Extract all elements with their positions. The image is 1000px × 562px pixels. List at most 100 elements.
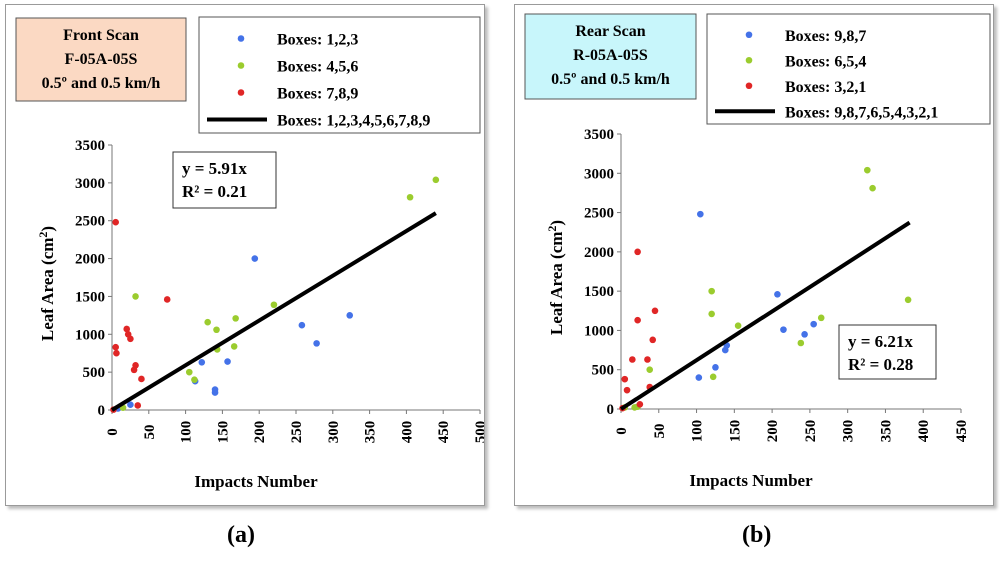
equation-text: y = 6.21x <box>848 332 913 351</box>
y-tick-label: 1500 <box>75 289 105 305</box>
y-tick-label: 500 <box>592 363 615 379</box>
data-point-red <box>649 336 657 344</box>
chart-title-background <box>15 17 187 102</box>
x-tick-label: 50 <box>652 424 668 439</box>
chart-panel-rear-scan: Rear Scan R-05A-05S 0.5º and 0.5 km/h Boxes… <box>514 4 994 506</box>
data-point-red <box>112 343 119 351</box>
data-point-blue <box>801 331 808 338</box>
data-point-green <box>734 322 742 330</box>
data-point-green <box>797 339 805 347</box>
legend-marker-blue <box>745 31 753 39</box>
x-tick-label: 150 <box>727 420 743 443</box>
y-tick-label: 1500 <box>584 284 614 300</box>
data-point-green <box>406 193 414 201</box>
chart-title-line: 0.5º and 0.5 km/h <box>42 75 161 92</box>
data-point-blue <box>251 255 259 262</box>
y-axis-label-end: ) <box>547 220 566 226</box>
data-point-red <box>132 362 139 369</box>
x-tick-label: 100 <box>690 420 706 443</box>
data-point-red <box>634 316 641 324</box>
legend-label: Boxes: 9,8,7,6,5,4,3,2,1 <box>785 104 938 121</box>
data-point-green <box>708 287 715 295</box>
legend-label: Boxes: 4,5,6 <box>277 59 358 76</box>
x-tick-label: 350 <box>878 420 894 443</box>
x-tick-label: 300 <box>841 420 857 443</box>
legend-label: Boxes: 1,2,3 <box>277 32 358 49</box>
data-point-red <box>123 325 131 333</box>
legend-marker-blue <box>237 35 245 42</box>
chart-title-line: 0.5º and 0.5 km/h <box>551 71 670 88</box>
legend-frame <box>706 13 991 125</box>
legend-marker-red <box>745 82 753 90</box>
legend-label: Boxes: 9,8,7 <box>785 28 866 45</box>
trendline <box>619 220 911 411</box>
chart-title-line: R-05A-05S <box>573 47 648 64</box>
data-point-blue <box>695 374 703 381</box>
y-tick-label: 1000 <box>584 323 614 339</box>
data-point-green <box>185 368 193 376</box>
data-point-red <box>623 386 631 394</box>
chart-title-line: Rear Scan <box>575 23 645 40</box>
data-point-green <box>817 314 825 322</box>
x-tick-label: 0 <box>614 427 630 435</box>
data-point-green <box>132 293 139 300</box>
legend-frame <box>198 16 481 134</box>
caption-a: (a) <box>227 522 255 548</box>
data-point-green <box>213 326 220 334</box>
data-point-red <box>651 307 659 315</box>
chart-title-box: Rear Scan R-05A-05S 0.5º and 0.5 km/h <box>524 13 697 100</box>
y-axis-label-end: ) <box>38 226 57 232</box>
x-tick-label: 350 <box>363 421 379 444</box>
data-point-blue <box>224 358 231 365</box>
legend: Boxes: 1,2,3 Boxes: 4,5,6 Boxes: 7,8,9 Boxe… <box>198 16 481 134</box>
data-point-green <box>864 166 871 174</box>
data-point-blue <box>211 389 219 396</box>
y-tick-label: 3000 <box>75 176 105 192</box>
legend-marker-green <box>745 56 753 64</box>
data-point-green <box>708 310 715 318</box>
chart-title-line: Front Scan <box>63 27 139 44</box>
x-tick-label: 300 <box>326 421 342 444</box>
x-axis-label: Impacts Number <box>689 471 813 490</box>
y-axis-label-superscript: 2 <box>545 226 559 232</box>
data-point-green <box>904 296 912 304</box>
equation-box: y = 6.21x R² = 0.28 <box>838 324 937 380</box>
data-point-red <box>112 218 119 226</box>
legend-label: Boxes: 7,8,9 <box>277 86 358 103</box>
y-tick-label: 3500 <box>75 138 105 154</box>
x-tick-label: 150 <box>215 421 231 444</box>
data-point-blue <box>127 401 134 409</box>
y-axis-label: Leaf Area (cm2) <box>36 226 57 341</box>
x-axis-label: Impacts Number <box>194 472 318 491</box>
x-tick-label: 200 <box>765 420 781 443</box>
data-point-red <box>644 356 651 363</box>
data-point-blue <box>697 210 704 218</box>
data-point-blue <box>712 364 719 371</box>
data-point-blue <box>774 290 781 298</box>
equation-frame <box>172 151 277 209</box>
chart-title-line: F-05A-05S <box>65 51 138 68</box>
series-red <box>110 218 171 413</box>
y-axis-label-superscript: 2 <box>36 232 50 238</box>
data-point-red <box>138 375 145 383</box>
data-point-red <box>163 296 171 303</box>
y-axis-label-main: Leaf Area (cm <box>547 232 566 336</box>
data-point-green <box>204 318 211 326</box>
x-tick-label: 50 <box>142 425 158 440</box>
r-squared-text: R² = 0.21 <box>182 182 247 201</box>
y-tick-label: 3500 <box>584 127 614 143</box>
y-tick-label: 1000 <box>75 327 105 343</box>
x-tick-label: 400 <box>916 420 932 443</box>
legend: Boxes: 9,8,7 Boxes: 6,5,4 Boxes: 3,2,1 Boxe… <box>706 13 991 125</box>
data-point-green <box>230 343 238 350</box>
x-tick-label: 450 <box>436 421 452 444</box>
data-point-red <box>621 375 629 383</box>
r-squared-text: R² = 0.28 <box>848 355 913 374</box>
data-point-blue <box>313 340 320 347</box>
data-point-green <box>646 366 654 374</box>
data-point-green <box>709 373 717 381</box>
data-point-blue <box>810 320 817 328</box>
y-tick-label: 2000 <box>584 245 614 261</box>
chart-svg: Rear Scan R-05A-05S 0.5º and 0.5 km/h Boxes… <box>524 13 991 490</box>
y-axis-label: Leaf Area (cm2) <box>545 220 566 335</box>
